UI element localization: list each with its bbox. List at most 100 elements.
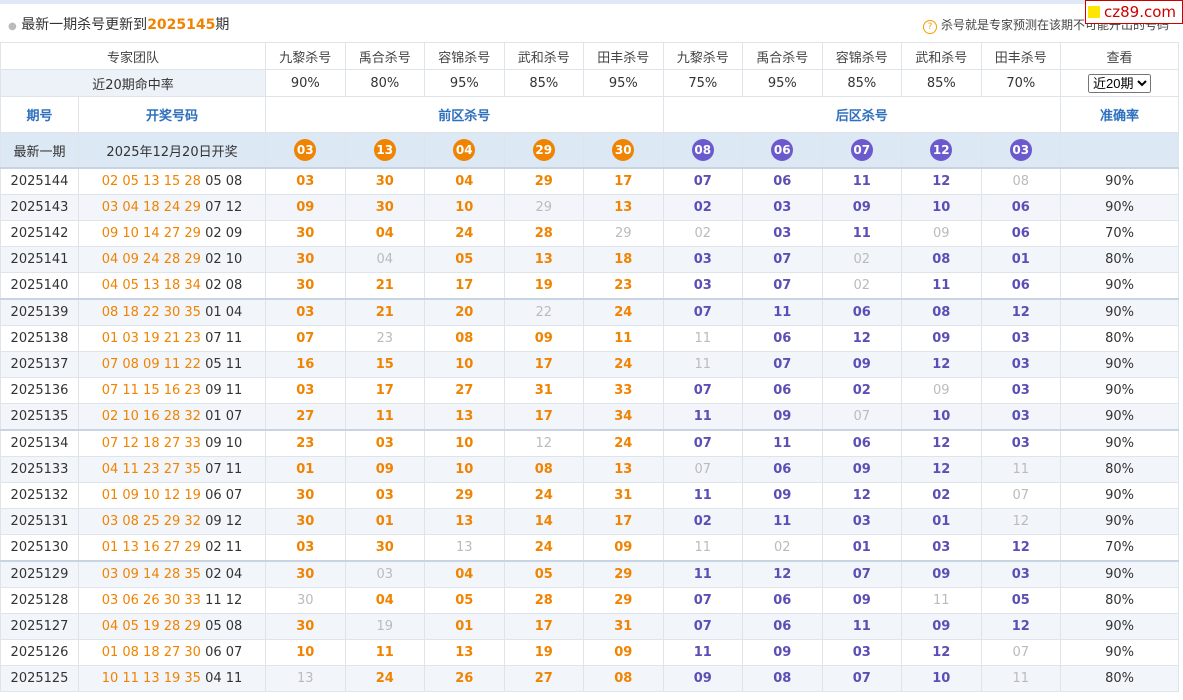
draw-numbers: 08 18 22 30 35 01 04 [77,298,267,326]
period: 2025140 [0,272,79,300]
rate-cell: 70% [980,69,1062,97]
accuracy: 90% [1060,429,1180,457]
front-ball: 13 [373,139,396,161]
period: 2025132 [0,482,79,509]
back-kill: 03 [662,246,744,273]
front-kill: 21 [344,272,426,300]
logo-text[interactable]: cz89.com [1103,3,1176,21]
header-row: 期号 开奖号码 前区杀号 后区杀号 准确率 [0,96,1180,133]
data-row: 2025129 03 09 14 28 35 02 04 30 03 04 05 29 11 1… [0,560,1180,588]
data-row: 2025135 02 10 16 28 32 01 07 27 11 13 17 34 11 0… [0,403,1180,431]
back-kill: 03 [821,639,903,666]
back-kill: 06 [742,325,823,352]
back-kill: 01 [980,246,1062,273]
latest-label: 最新一期 [0,132,79,169]
front-kill-cell: 04 [424,132,505,169]
accuracy: 80% [1060,246,1180,273]
front-kill: 30 [265,587,346,614]
back-kill: 11 [742,508,823,535]
back-draw: 02 10 [205,252,243,267]
back-kill: 11 [821,613,903,640]
front-kill: 17 [583,508,664,535]
rate-label: 近20期命中率 [0,69,267,97]
back-kill: 09 [742,403,823,431]
team-cell: 田丰杀号 [980,42,1062,70]
front-kill: 08 [424,325,505,352]
back-kill: 06 [980,272,1062,300]
front-draw: 07 08 09 11 22 [101,357,201,372]
back-kill: 11 [901,272,982,300]
accuracy: 90% [1060,482,1180,509]
front-kill: 29 [503,194,585,221]
data-row: 2025141 04 09 24 28 29 02 10 30 04 05 13 18 03 0… [0,246,1180,273]
back-kill: 02 [821,272,903,300]
front-kill: 24 [344,665,426,692]
back-kill: 03 [742,220,823,247]
accuracy: 90% [1060,351,1180,378]
back-kill: 09 [742,639,823,666]
back-kill: 11 [662,482,744,509]
back-kill: 11 [662,351,744,378]
back-kill: 03 [901,534,982,562]
period-select[interactable]: 近20期 [1088,73,1152,93]
accuracy: 80% [1060,587,1180,614]
front-kill: 13 [424,403,505,431]
rate-cell: 90% [265,69,346,97]
front-kill: 26 [424,665,505,692]
front-kill: 29 [583,587,664,614]
back-ball: 12 [930,139,953,161]
back-kill: 09 [662,665,744,692]
back-kill: 02 [662,508,744,535]
data-row: 2025140 04 05 13 18 34 02 08 30 21 17 19 23 03 0… [0,272,1180,300]
back-kill: 02 [742,534,823,562]
draw-numbers: 03 04 18 24 29 07 12 [77,194,267,221]
front-kill: 17 [503,613,585,640]
data-row: 2025131 03 08 25 29 32 09 12 30 01 13 14 17 02 1… [0,508,1180,535]
back-kill: 06 [980,194,1062,221]
back-kill: 12 [742,560,823,588]
front-kill: 17 [344,377,426,404]
back-kill: 10 [901,403,982,431]
draw-numbers: 09 10 14 27 29 02 09 [77,220,267,247]
draw-numbers: 02 05 13 15 28 05 08 [77,167,267,195]
draw-numbers: 07 11 15 16 23 09 11 [77,377,267,404]
accuracy: 70% [1060,534,1180,562]
back-kill: 07 [980,482,1062,509]
data-row: 2025133 04 11 23 27 35 07 11 01 09 10 08 13 07 0… [0,456,1180,483]
front-kill: 12 [503,429,585,457]
front-kill: 28 [503,587,585,614]
rate-cell: 85% [821,69,903,97]
front-kill: 24 [583,429,664,457]
front-kill: 23 [583,272,664,300]
front-kill: 05 [424,246,505,273]
rate-cell: 85% [503,69,585,97]
back-kill: 09 [821,587,903,614]
data-row: 2025125 10 11 13 19 35 04 11 13 24 26 27 08 09 0… [0,665,1180,692]
back-kill: 10 [901,194,982,221]
back-kill: 09 [901,377,982,404]
column-header: 准确率 [1060,96,1180,133]
period: 2025126 [0,639,79,666]
front-draw: 02 10 16 28 32 [101,409,201,424]
period: 2025137 [0,351,79,378]
back-kill: 11 [821,220,903,247]
back-draw: 02 08 [205,278,243,293]
back-kill: 03 [980,325,1062,352]
back-kill: 03 [662,272,744,300]
front-kill: 30 [265,272,346,300]
data-row: 2025130 01 13 16 27 29 02 11 03 30 13 24 09 11 0… [0,534,1180,562]
back-kill: 11 [742,429,823,457]
data-row: 2025137 07 08 09 11 22 05 11 16 15 10 17 24 11 0… [0,351,1180,378]
back-kill: 03 [980,377,1062,404]
front-kill: 13 [424,508,505,535]
front-kill: 24 [583,298,664,326]
accuracy: 80% [1060,456,1180,483]
back-kill: 09 [821,194,903,221]
front-kill: 10 [265,639,346,666]
rate-cell: 75% [662,69,744,97]
back-kill: 12 [901,639,982,666]
logo[interactable]: cz89.com [1084,0,1183,24]
back-kill: 12 [980,613,1062,640]
suffix: 期 [215,17,230,33]
accuracy: 70% [1060,220,1180,247]
